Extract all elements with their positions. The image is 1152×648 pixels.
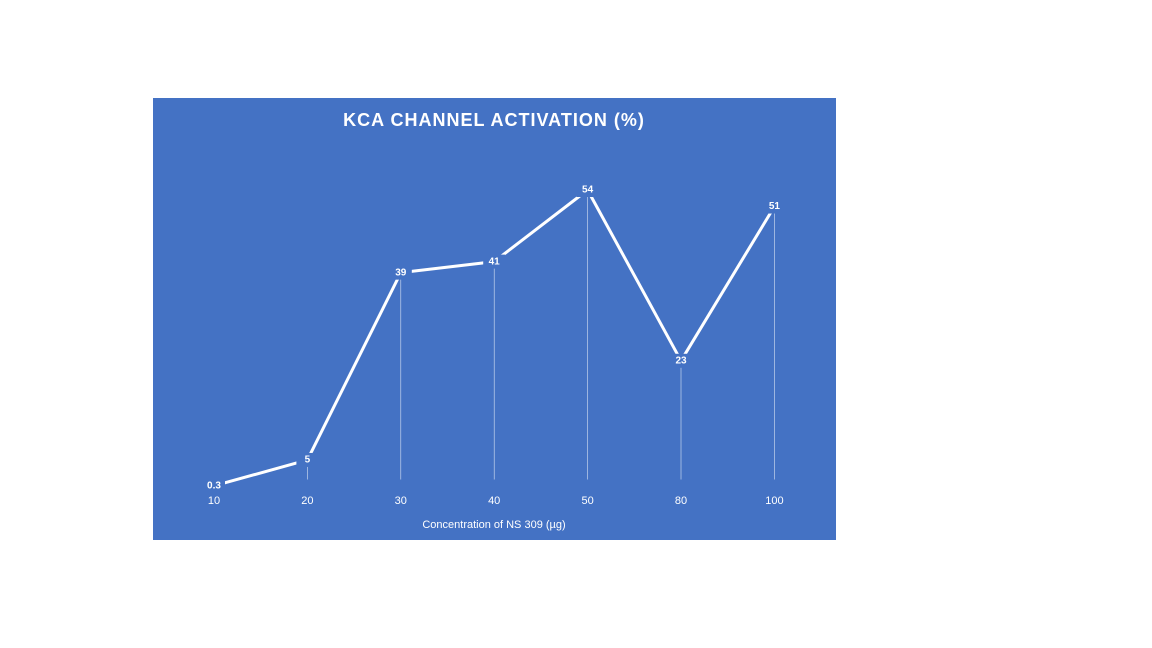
x-tick-label: 10 [208, 495, 220, 507]
data-label: 5 [305, 455, 311, 466]
data-label: 41 [489, 256, 501, 267]
data-label: 54 [582, 185, 594, 196]
chart-title: KCA CHANNEL ACTIVATION (%) [343, 110, 645, 130]
data-label: 0.3 [207, 480, 221, 491]
label-background [483, 254, 506, 269]
data-label: 23 [675, 355, 687, 366]
x-axis-title: Concentration of NS 309 (µg) [422, 519, 565, 531]
label-background [670, 353, 692, 368]
x-tick-label: 100 [765, 495, 783, 507]
x-tick-label: 80 [675, 495, 687, 507]
label-background [389, 265, 412, 280]
x-tick-label: 20 [301, 495, 313, 507]
data-label: 39 [395, 267, 407, 278]
x-tick-label: 50 [581, 495, 593, 507]
data-label: 51 [769, 201, 781, 212]
label-background [203, 478, 225, 493]
x-tick-label: 40 [488, 495, 500, 507]
label-background [296, 452, 319, 467]
label-background [576, 183, 599, 197]
label-background [763, 199, 786, 214]
x-tick-label: 30 [395, 495, 407, 507]
